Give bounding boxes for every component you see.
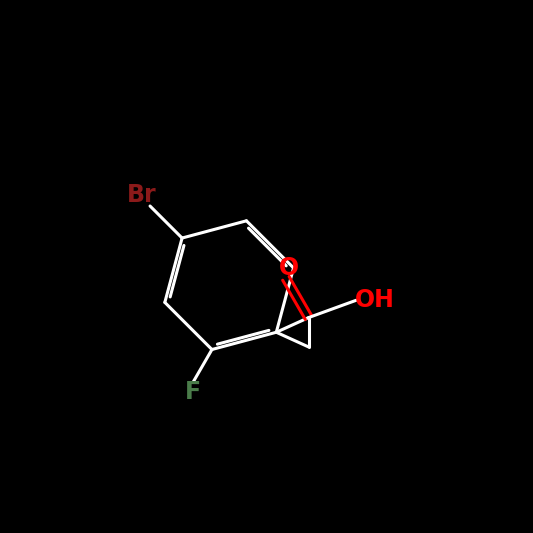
Text: OH: OH	[355, 288, 395, 312]
Text: F: F	[185, 381, 201, 405]
Text: Br: Br	[127, 183, 157, 207]
Text: O: O	[279, 256, 298, 280]
